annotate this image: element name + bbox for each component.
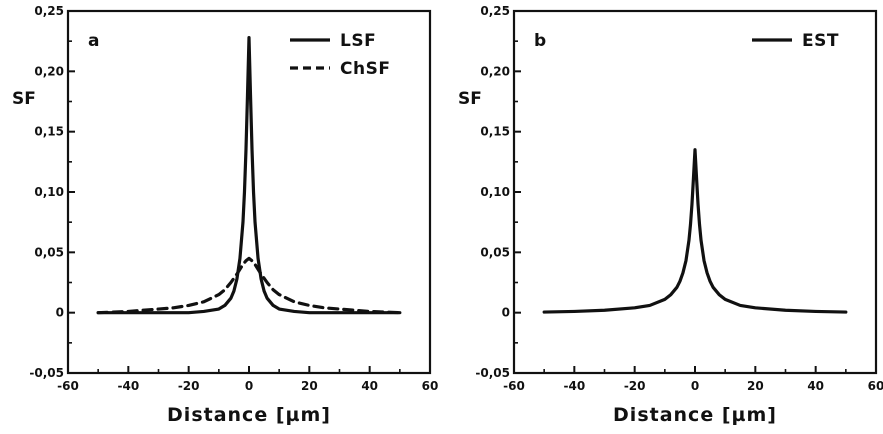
y-tick-label: 0,10 (34, 185, 64, 199)
legend-label: LSF (340, 31, 376, 51)
x-tick-label: 60 (868, 379, 883, 393)
plot-frame (512, 9, 878, 375)
x-tick-label: 40 (361, 379, 378, 393)
y-tick-label: 0,20 (34, 64, 64, 78)
y-tick-label: 0,25 (480, 4, 510, 18)
y-axis-label: SF (12, 89, 36, 109)
x-axis-label: Distance [µm] (167, 404, 331, 426)
x-tick-label: -60 (503, 379, 525, 393)
y-tick-label: 0,05 (34, 245, 64, 259)
x-tick-label: 20 (301, 379, 318, 393)
x-tick-label: 60 (422, 379, 439, 393)
y-tick-label: 0,15 (34, 125, 64, 139)
series-line-lsf (96, 35, 402, 315)
chart-panel-b: -0,05 0 0,05 0,10 0,15 0,20 0,25 -60 -40 -20 0 20 40… (458, 4, 883, 426)
y-tick-label: 0 (56, 306, 64, 320)
y-tick-label: 0,20 (480, 64, 510, 78)
series-line-est (542, 148, 848, 314)
chart-panel-a: -0,05 0 0,05 0,10 0,15 0,20 0,25 -60 -40 -20 0 20 40… (12, 4, 438, 426)
x-tick-label: -40 (117, 379, 139, 393)
legend-label: ChSF (340, 59, 390, 79)
x-tick-label: 0 (245, 379, 253, 393)
y-tick-label: -0,05 (29, 366, 64, 380)
panel-letter: b (534, 31, 546, 51)
y-tick-label: -0,05 (475, 366, 510, 380)
panel-letter: a (88, 31, 99, 51)
x-tick-label: 0 (691, 379, 699, 393)
y-tick-label: 0,25 (34, 4, 64, 18)
x-axis-label: Distance [µm] (613, 404, 777, 426)
legend-label: EST (802, 31, 839, 51)
y-tick-label: 0,10 (480, 185, 510, 199)
x-tick-label: -20 (178, 379, 200, 393)
series-line-chsf (96, 256, 402, 315)
x-tick-label: -60 (57, 379, 79, 393)
x-tick-label: -20 (624, 379, 646, 393)
y-axis-label: SF (458, 89, 482, 109)
x-tick-label: 40 (807, 379, 824, 393)
y-tick-label: 0,15 (480, 125, 510, 139)
x-tick-label: 20 (747, 379, 764, 393)
y-tick-label: 0 (502, 306, 510, 320)
y-tick-label: 0,05 (480, 245, 510, 259)
x-tick-label: -40 (563, 379, 585, 393)
